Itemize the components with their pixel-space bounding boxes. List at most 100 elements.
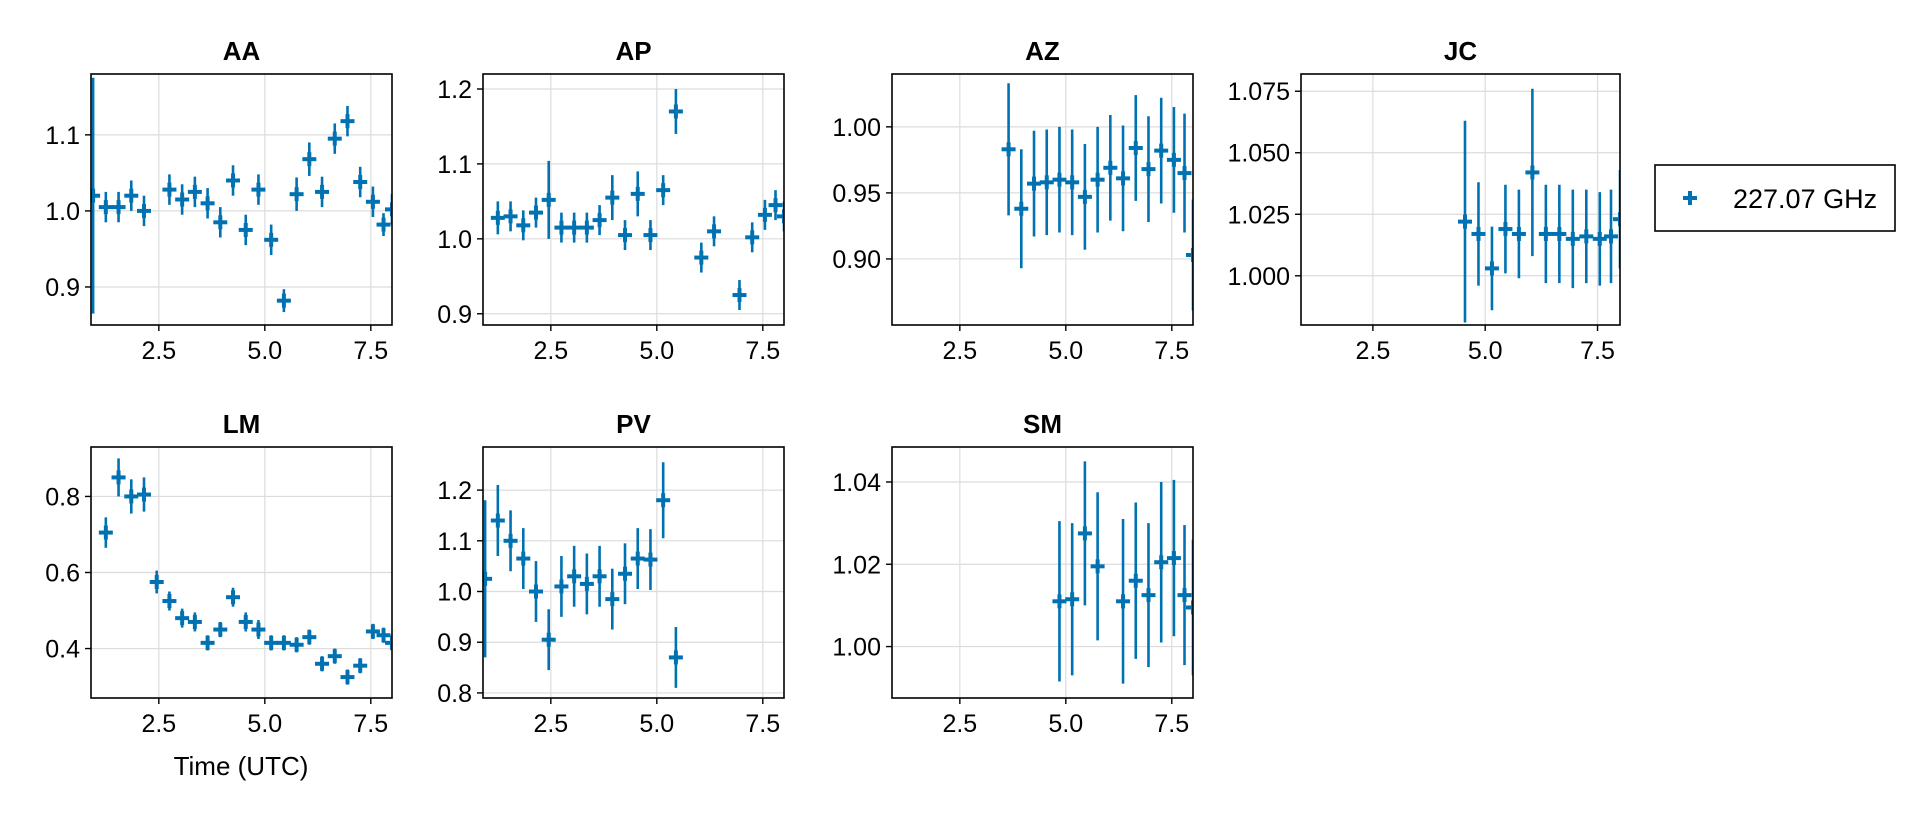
data-point	[1604, 189, 1619, 284]
data-point	[1128, 95, 1143, 201]
data-point	[554, 556, 569, 617]
y-tick-label: 1.025	[1227, 201, 1290, 229]
x-tick-label: 2.5	[533, 710, 568, 738]
data-point	[592, 205, 607, 236]
data-point	[618, 543, 633, 605]
data-point	[385, 635, 392, 651]
data-point	[490, 485, 505, 557]
data-point	[1039, 129, 1054, 236]
data-point	[187, 612, 202, 632]
data-point	[1116, 125, 1131, 232]
data-point	[1154, 97, 1169, 204]
plot-frame-aa	[90, 73, 393, 326]
data-point	[1613, 169, 1620, 269]
panel-aa: 2.5 5.0 7.5 0.9 1.0 1.1 AA	[45, 36, 393, 365]
series-aa	[91, 77, 392, 314]
data-point	[251, 620, 266, 640]
data-point	[376, 213, 391, 237]
data-point	[483, 500, 493, 658]
panel-az: 2.5 5.0 7.5 0.90 0.95 1.00 AZ	[832, 36, 1194, 365]
y-tick-label: 1.04	[832, 469, 881, 497]
data-point	[1001, 83, 1016, 216]
data-point	[315, 176, 330, 208]
series-az	[1001, 83, 1193, 311]
series-pv	[483, 462, 683, 688]
grid-jc	[1301, 74, 1620, 325]
data-point	[630, 528, 645, 589]
data-point	[1116, 519, 1131, 684]
data-point	[643, 529, 658, 590]
y-tick-label: 1.0	[45, 198, 80, 226]
y-tick-label: 1.075	[1227, 78, 1290, 106]
plot-frame-jc	[1300, 73, 1621, 326]
x-tick-label: 5.0	[1048, 710, 1083, 738]
panel-title: AZ	[1025, 36, 1060, 66]
y-tick-label: 0.8	[45, 483, 80, 511]
data-point	[226, 587, 241, 607]
x-tick-label: 2.5	[942, 337, 977, 365]
y-tick-label: 1.1	[437, 528, 472, 556]
data-point	[98, 517, 113, 548]
data-point	[567, 545, 582, 607]
data-point	[124, 479, 139, 514]
data-point	[1538, 184, 1553, 284]
x-axis-label: Time (UTC)	[174, 751, 309, 781]
data-point	[162, 174, 177, 205]
data-point	[200, 188, 215, 219]
y-tick-label: 1.00	[832, 634, 881, 662]
data-point	[1065, 523, 1080, 676]
y-tick-label: 1.0	[437, 579, 472, 607]
panel-title: JC	[1444, 36, 1477, 66]
data-point	[1090, 492, 1105, 641]
data-point	[1166, 107, 1181, 213]
grid-sm	[892, 447, 1193, 698]
data-point	[528, 561, 543, 622]
y-tick-label: 0.9	[437, 629, 472, 657]
data-point	[656, 175, 671, 206]
data-point	[124, 180, 139, 211]
data-point	[1552, 184, 1567, 284]
data-point	[365, 186, 380, 217]
data-point	[1457, 120, 1472, 323]
panel-title: PV	[616, 409, 651, 439]
data-point	[302, 142, 317, 176]
x-tick-label: 7.5	[745, 337, 780, 365]
data-point	[238, 612, 253, 632]
data-point	[777, 201, 784, 232]
data-point	[365, 623, 380, 640]
data-point	[149, 570, 164, 594]
legend: 227.07 GHz	[1654, 164, 1896, 232]
data-point	[353, 166, 368, 198]
panel-jc: 2.5 5.0 7.5 1.000 1.025 1.050 1.075 JC	[1227, 36, 1621, 365]
data-point	[1511, 189, 1526, 279]
data-point	[200, 635, 215, 651]
y-tick-label: 1.050	[1227, 140, 1290, 168]
data-point	[541, 160, 556, 239]
legend-entry-label: 227.07 GHz	[1733, 184, 1877, 214]
x-tick-label: 7.5	[1154, 710, 1189, 738]
data-point	[289, 637, 304, 653]
data-point	[98, 191, 113, 223]
panel-lm: 2.5 5.0 7.5 0.4 0.6 0.8 LM	[45, 409, 393, 738]
grid-lm	[91, 447, 392, 698]
data-point	[1065, 129, 1080, 236]
data-point	[1154, 481, 1169, 643]
data-point	[187, 176, 202, 208]
data-point	[1525, 88, 1540, 257]
data-point	[136, 195, 151, 227]
data-point	[668, 627, 683, 688]
x-tick-label: 2.5	[1356, 337, 1391, 365]
data-point	[567, 212, 582, 243]
data-point	[1077, 144, 1092, 250]
data-point	[503, 510, 518, 572]
data-point	[1592, 192, 1607, 286]
panel-title: SM	[1023, 409, 1062, 439]
x-tick-label: 2.5	[141, 337, 176, 365]
y-tick-label: 1.00	[832, 114, 881, 142]
y-tick-label: 0.4	[45, 636, 80, 664]
x-tick-label: 2.5	[141, 710, 176, 738]
plot-frame-pv	[482, 446, 785, 699]
y-tick-label: 1.02	[832, 551, 881, 579]
data-point	[579, 212, 594, 243]
